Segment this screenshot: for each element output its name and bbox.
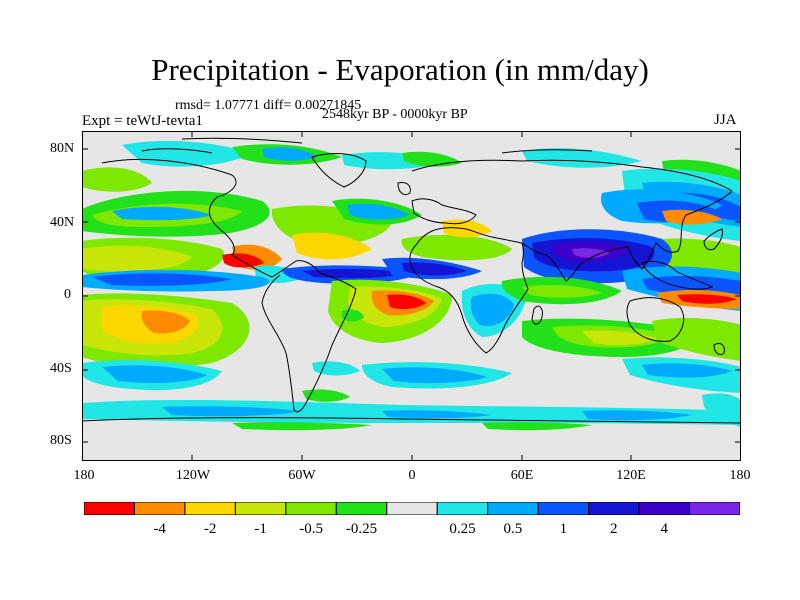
season-label: JJA [714, 112, 737, 128]
lon-tick-180w: 180 [73, 468, 95, 483]
colorbar-label-2: -1 [254, 521, 267, 537]
lat-tick-80n: 80N [50, 141, 75, 156]
colorbar-swatch-9 [537, 501, 590, 516]
colorbar-label-1: -2 [203, 521, 217, 537]
colorbar-swatch-7 [436, 501, 489, 516]
colorbar-swatch-10 [588, 501, 640, 516]
colorbar-swatch-8 [487, 501, 539, 516]
lon-tick-120e: 120E [616, 468, 646, 483]
colorbar-label-7: 1 [559, 521, 568, 537]
colorbar-label-3: -0.5 [299, 521, 323, 537]
colorbar-label-5: 0.25 [449, 521, 476, 537]
map-ticks [82, 131, 741, 461]
colorbar-label-0: -4 [153, 521, 166, 537]
colorbar-swatch-2 [184, 501, 236, 516]
colorbar-svg [83, 501, 741, 516]
colorbar-swatch-12 [689, 501, 741, 516]
lat-tick-80s: 80S [50, 433, 72, 448]
colorbar-label-9: 4 [660, 521, 669, 537]
colorbar [83, 501, 741, 516]
lat-tick-equator: 0 [64, 287, 71, 302]
colorbar-swatch-11 [638, 501, 691, 516]
lat-tick-40n: 40N [50, 215, 75, 230]
experiment-label: Expt = teWtJ-tevta1 [82, 113, 203, 129]
coastlines [82, 137, 741, 424]
colorbar-swatch-5 [335, 501, 388, 516]
plot-title: Precipitation - Evaporation (in mm/day) [151, 52, 649, 87]
lon-tick-180e: 180 [729, 468, 751, 483]
colorbar-swatch-4 [285, 501, 337, 516]
map-panel [82, 131, 741, 461]
lat-tick-40s: 40S [50, 361, 72, 376]
colorbar-label-6: 0.5 [503, 521, 523, 537]
colorbar-swatch-3 [234, 501, 287, 516]
stats-subtitle: rmsd= 1.07771 diff= 0.00271845 [175, 98, 362, 113]
colorbar-swatch-0 [83, 501, 135, 516]
lon-tick-60e: 60E [510, 468, 534, 483]
lon-tick-0: 0 [408, 468, 416, 483]
lon-tick-120w: 120W [175, 468, 211, 483]
lon-tick-60w: 60W [288, 468, 316, 483]
colorbar-swatch-1 [133, 501, 186, 516]
colorbar-label-4: -0.25 [345, 521, 378, 537]
colorbar-label-8: 2 [610, 521, 618, 537]
period-subtitle: 2548kyr BP - 0000kyr BP [322, 107, 468, 122]
colorbar-swatch-6 [386, 501, 438, 516]
map-svg [82, 131, 741, 461]
